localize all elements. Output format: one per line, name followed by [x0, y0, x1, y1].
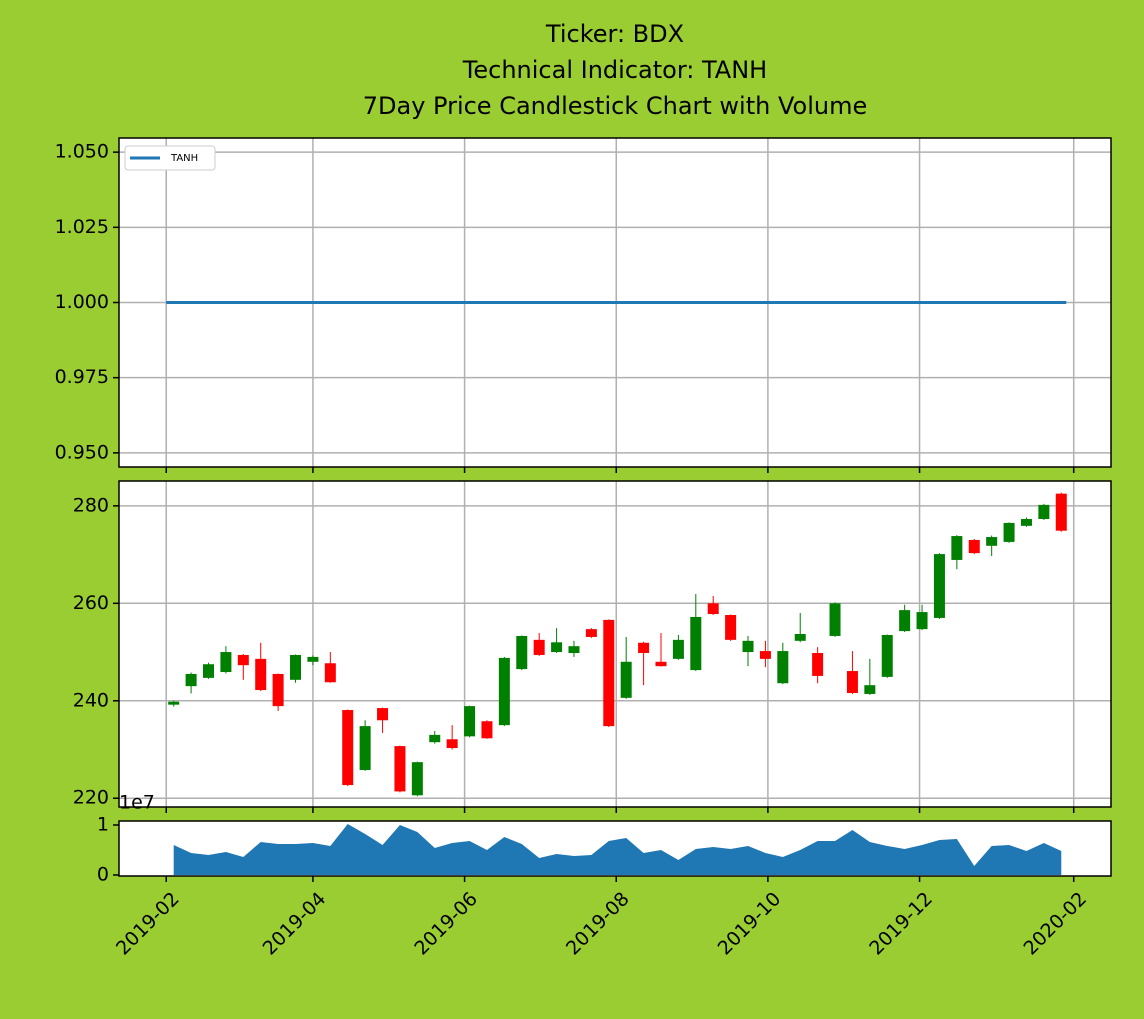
candle-body [568, 646, 580, 654]
y-tick-label: 0.950 [55, 441, 109, 463]
candle-body [794, 634, 806, 641]
candle-body [272, 673, 284, 707]
candle-body [429, 734, 441, 743]
candle-body [1055, 493, 1067, 531]
candle-body [620, 661, 632, 698]
candle-body [516, 635, 528, 670]
chart-title: Technical Indicator: TANH [462, 56, 767, 84]
candle-body [203, 664, 215, 678]
plot-frame [118, 137, 1112, 468]
y-tick-label: 1.050 [55, 141, 109, 163]
candle-body [603, 619, 615, 727]
candle-body [307, 656, 319, 662]
candle-body [168, 701, 180, 705]
candle-body [377, 708, 389, 721]
plot-frame [118, 820, 1112, 877]
y-tick-label: 240 [73, 689, 109, 711]
plot-area [119, 481, 1111, 807]
candle-body [951, 536, 963, 560]
candle-body [638, 642, 650, 654]
candle-body [742, 640, 754, 653]
candle-body [759, 651, 771, 659]
candle-body [481, 721, 493, 739]
candle-body [220, 652, 232, 673]
candle-body [829, 603, 841, 636]
y-tick-label: 1 [97, 814, 109, 836]
plot-frame [118, 480, 1112, 808]
candle-body [255, 658, 267, 691]
candle-body [812, 653, 824, 676]
candle-body [185, 673, 197, 687]
candle-body [655, 661, 667, 667]
candle-body [1038, 504, 1050, 520]
candle-body [446, 739, 458, 749]
candle-body [551, 642, 563, 653]
candle-body [533, 639, 545, 655]
candle-body [968, 539, 980, 554]
candle-body [498, 657, 510, 726]
candle-body [342, 710, 354, 786]
candle-body [916, 612, 928, 630]
candle-body [290, 654, 302, 680]
legend-label: TANH [170, 153, 198, 164]
candle-body [707, 603, 719, 615]
candle-body [777, 651, 789, 684]
candle-body [1003, 522, 1015, 542]
candle-body [864, 685, 876, 694]
y-tick-label: 220 [73, 787, 109, 809]
candle-body [933, 554, 945, 618]
chart-title: Ticker: BDX [545, 20, 684, 48]
chart-title: 7Day Price Candlestick Chart with Volume [363, 92, 868, 120]
candle-body [464, 706, 476, 737]
candle-body [725, 615, 737, 640]
candle-body [1020, 519, 1032, 526]
candle-body [394, 746, 406, 792]
y-tick-label: 1.025 [55, 216, 109, 238]
candle-body [411, 762, 423, 796]
legend-box [124, 145, 216, 171]
y-tick-label: 280 [73, 494, 109, 516]
volume-area [173, 824, 1062, 875]
candle-body [881, 634, 893, 677]
candle-body [324, 663, 336, 683]
y-tick-label: 0.975 [55, 366, 109, 388]
y-tick-label: 0 [97, 864, 109, 886]
candle-body [237, 654, 249, 666]
candle-body [690, 616, 702, 671]
candle-body [672, 639, 684, 659]
candle-body [846, 671, 858, 693]
candle-body [899, 610, 911, 632]
candle-body [359, 726, 371, 770]
y-tick-label: 1.000 [55, 291, 109, 313]
y-tick-label: 260 [73, 592, 109, 614]
offset-text: 1e7 [119, 792, 155, 814]
candle-body [585, 629, 597, 637]
candle-body [986, 537, 998, 546]
